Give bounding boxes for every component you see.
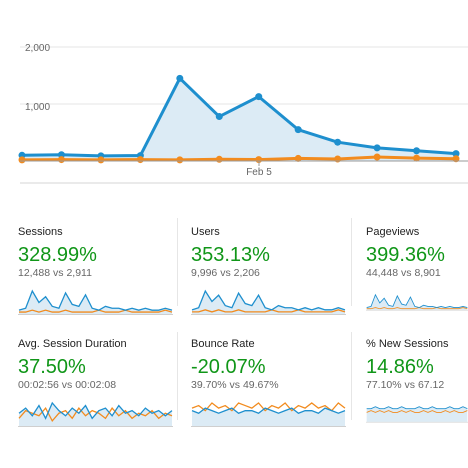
sparkline-area — [192, 408, 345, 426]
sessions-line-chart: 2,000 1,000 Feb 5 — [18, 43, 468, 184]
current-series-area — [22, 78, 456, 161]
metric-title: Pageviews — [366, 226, 420, 238]
previous-series-line — [21, 155, 457, 162]
sparkline-area — [366, 294, 468, 310]
chart-series-group — [18, 74, 460, 164]
metric-card-avg-session-duration[interactable]: Avg. Session Duration 37.50% 00:02:56 vs… — [18, 338, 178, 438]
metric-change-value: 37.50% — [18, 356, 86, 378]
metric-title: Bounce Rate — [191, 338, 255, 350]
sparkline-current-line — [18, 401, 173, 420]
card-divider-2 — [351, 218, 352, 306]
sparkline — [191, 402, 346, 427]
sparkline-previous-line — [19, 309, 173, 313]
current-series-point[interactable] — [452, 150, 460, 158]
sparkline-current-line — [18, 289, 173, 311]
metric-title: Users — [191, 226, 220, 238]
metric-comparison: 39.70% vs 49.67% — [191, 379, 279, 391]
current-series-point[interactable] — [413, 147, 421, 155]
card-divider-4 — [351, 332, 352, 420]
current-series-point[interactable] — [255, 93, 263, 101]
previous-series-point[interactable] — [57, 156, 65, 164]
previous-series-point[interactable] — [215, 155, 223, 163]
current-series-point[interactable] — [57, 151, 65, 159]
previous-series-point[interactable] — [452, 155, 460, 163]
sparkline-previous-line — [366, 410, 468, 413]
metric-change-value: 14.86% — [366, 356, 434, 378]
metric-title: Avg. Session Duration — [18, 338, 127, 350]
previous-series-point[interactable] — [294, 154, 302, 162]
sparkline-previous-line — [191, 402, 346, 412]
metric-change-value: 353.13% — [191, 244, 270, 266]
metric-card-bounce-rate[interactable]: Bounce Rate -20.07% 39.70% vs 49.67% — [191, 338, 351, 438]
current-series-point[interactable] — [294, 126, 302, 134]
sparkline-current-line — [366, 293, 468, 309]
card-divider-1 — [177, 218, 178, 306]
metric-card-pageviews[interactable]: Pageviews 399.36% 44,448 vs 8,901 — [366, 226, 468, 326]
metric-card-users[interactable]: Users 353.13% 9,996 vs 2,206 — [191, 226, 351, 326]
sparkline-area — [366, 406, 468, 422]
metric-comparison: 00:02:56 vs 00:02:08 — [18, 379, 117, 391]
metric-change-value: 328.99% — [18, 244, 97, 266]
current-series-line — [21, 76, 457, 158]
previous-series-point[interactable] — [413, 154, 421, 162]
sparkline-previous-line — [366, 307, 468, 310]
previous-series-point[interactable] — [18, 156, 26, 164]
sparkline — [191, 289, 346, 315]
previous-series-point[interactable] — [136, 156, 144, 164]
sparkline — [18, 289, 173, 315]
metric-change-value: 399.36% — [366, 244, 445, 266]
sparkline-current-line — [191, 407, 346, 414]
previous-series-point[interactable] — [373, 153, 381, 161]
current-series-point[interactable] — [334, 138, 342, 146]
metric-title: % New Sessions — [366, 338, 449, 350]
sparkline — [366, 406, 468, 423]
metric-comparison: 12,488 vs 2,911 — [18, 267, 92, 279]
metric-change-value: -20.07% — [191, 356, 266, 378]
sparkline-current-line — [366, 406, 468, 410]
previous-series-point[interactable] — [97, 156, 105, 164]
sparkline-current-line — [191, 289, 346, 311]
previous-series-point[interactable] — [176, 156, 184, 164]
current-series-point[interactable] — [373, 144, 381, 152]
card-divider-3 — [177, 332, 178, 420]
current-series-point[interactable] — [215, 113, 223, 121]
metric-comparison: 44,448 vs 8,901 — [366, 267, 441, 279]
current-series-point[interactable] — [176, 74, 184, 82]
sparkline-previous-line — [18, 406, 173, 423]
sparkline — [18, 401, 173, 427]
sparkline-previous-line — [192, 309, 346, 313]
metric-card-new-sessions[interactable]: % New Sessions 14.86% 77.10% vs 67.12 — [366, 338, 468, 438]
x-tick-label-feb5: Feb 5 — [246, 167, 272, 178]
metric-comparison: 9,996 vs 2,206 — [191, 267, 260, 279]
sparkline — [366, 293, 468, 311]
metric-card-sessions[interactable]: Sessions 328.99% 12,488 vs 2,911 — [18, 226, 178, 326]
y-tick-label-1000: 1,000 — [25, 102, 50, 113]
y-tick-label-2000: 2,000 — [25, 43, 50, 54]
metric-title: Sessions — [18, 226, 63, 238]
metric-comparison: 77.10% vs 67.12 — [366, 379, 445, 391]
